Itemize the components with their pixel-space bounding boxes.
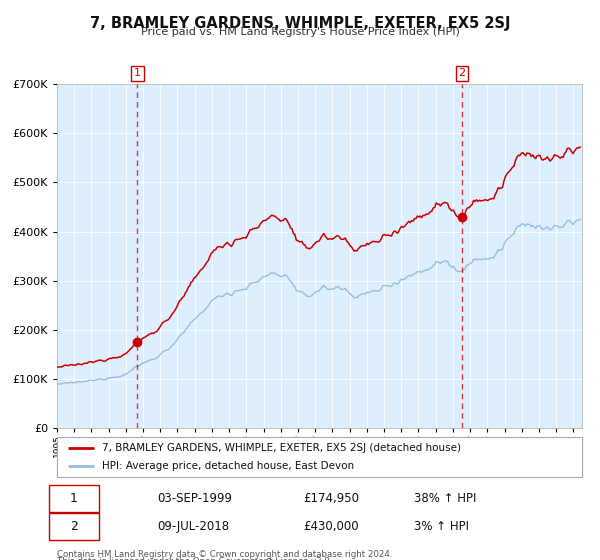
Text: 3% ↑ HPI: 3% ↑ HPI <box>414 520 469 533</box>
FancyBboxPatch shape <box>49 512 99 540</box>
Text: This data is licensed under the Open Government Licence v3.0.: This data is licensed under the Open Gov… <box>57 557 332 560</box>
Text: 38% ↑ HPI: 38% ↑ HPI <box>414 492 476 505</box>
Text: Price paid vs. HM Land Registry's House Price Index (HPI): Price paid vs. HM Land Registry's House … <box>140 27 460 38</box>
Text: Contains HM Land Registry data © Crown copyright and database right 2024.: Contains HM Land Registry data © Crown c… <box>57 550 392 559</box>
Text: 1: 1 <box>134 68 141 78</box>
Text: HPI: Average price, detached house, East Devon: HPI: Average price, detached house, East… <box>101 461 354 471</box>
Text: 1: 1 <box>70 492 78 505</box>
Text: £174,950: £174,950 <box>304 492 360 505</box>
Text: 03-SEP-1999: 03-SEP-1999 <box>157 492 232 505</box>
Text: 7, BRAMLEY GARDENS, WHIMPLE, EXETER, EX5 2SJ (detached house): 7, BRAMLEY GARDENS, WHIMPLE, EXETER, EX5… <box>101 443 461 452</box>
Text: 7, BRAMLEY GARDENS, WHIMPLE, EXETER, EX5 2SJ: 7, BRAMLEY GARDENS, WHIMPLE, EXETER, EX5… <box>90 16 510 31</box>
Text: 2: 2 <box>70 520 78 533</box>
Text: £430,000: £430,000 <box>304 520 359 533</box>
Text: 2: 2 <box>458 68 466 78</box>
Text: 09-JUL-2018: 09-JUL-2018 <box>157 520 229 533</box>
FancyBboxPatch shape <box>49 484 99 512</box>
